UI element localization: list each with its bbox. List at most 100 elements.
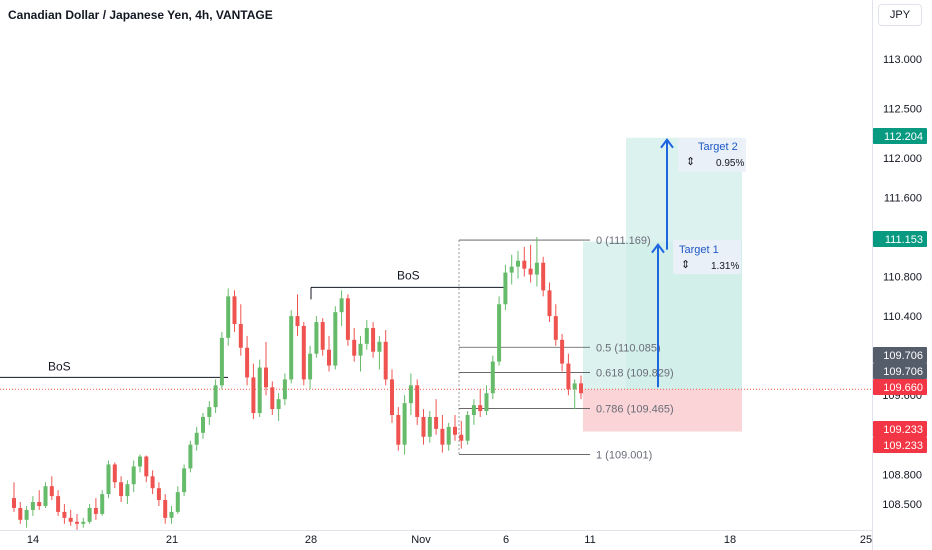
candle-body [289, 316, 294, 380]
candle-body [18, 507, 23, 520]
target-2-box: Target 2 ⇕ 0.95% [678, 138, 746, 172]
target-2-label: Target 2 [698, 141, 738, 153]
candle-body [314, 322, 319, 354]
price-tick-label: 108.800 [882, 469, 922, 481]
candle-body [408, 385, 413, 404]
target-2-percent: 0.95% [716, 158, 745, 169]
candle-body [364, 327, 369, 344]
position-zones [0, 137, 872, 432]
chart-title: Canadian Dollar / Japanese Yen, 4h, VANT… [8, 8, 273, 22]
break-of-structure-lines: BoS BoS [0, 268, 506, 378]
time-axis[interactable] [0, 530, 872, 550]
candle-body [232, 296, 237, 325]
price-axis-labels: 108.500108.800109.200109.600110.400110.8… [873, 54, 927, 511]
candle-body [169, 511, 174, 518]
price-badge [873, 347, 927, 363]
candle-body [264, 367, 268, 388]
time-tick-label: 21 [166, 534, 178, 546]
candle-body [566, 363, 571, 390]
candle-body [238, 324, 243, 348]
fib-level-label: 1 (109.001) [596, 449, 652, 461]
candle-body [150, 476, 155, 489]
candle-body [509, 266, 514, 273]
candle-body [119, 482, 124, 497]
candle-body [276, 399, 281, 410]
candle-body [553, 316, 558, 340]
candle-body [24, 509, 29, 520]
candle-body [125, 484, 130, 497]
candle-body [75, 521, 79, 524]
candle-body [87, 507, 92, 522]
candle-body [156, 488, 161, 501]
time-tick-label: 18 [724, 534, 736, 546]
candle-body [579, 383, 583, 394]
candle-body [459, 434, 464, 441]
price-badge [873, 379, 927, 395]
target-1-box: Target 1 ⇕ 1.31% [673, 240, 741, 274]
candle-body [560, 339, 565, 364]
time-tick-label: Nov [411, 534, 431, 546]
fib-level-label: 0 (111.169) [596, 235, 651, 247]
candle-body [333, 312, 338, 366]
candle-body [572, 383, 577, 390]
bos-label-2: BoS [397, 268, 420, 282]
candle-body [427, 416, 432, 437]
candle-body [295, 316, 300, 326]
candle-body [547, 290, 552, 317]
candle-body [49, 486, 54, 497]
candle-body [257, 367, 262, 414]
time-tick-label: 14 [27, 534, 39, 546]
candle-body [327, 349, 331, 366]
candle-body [106, 464, 111, 495]
price-tick-label: 112.000 [883, 153, 922, 165]
fib-level-label: 0.5 (110.085) [596, 342, 661, 354]
price-badge-label: 109.233 [883, 440, 923, 452]
price-tick-label: 108.500 [882, 499, 922, 511]
fib-level-label: 0.786 (109.465) [596, 404, 674, 416]
candle-body [182, 468, 187, 493]
candle-body [345, 298, 350, 340]
price-badge [873, 363, 927, 379]
candle-body [194, 432, 199, 445]
candle-body [163, 500, 168, 518]
candle-body [528, 268, 533, 275]
price-tick-label: 112.500 [883, 103, 922, 115]
candle-body [339, 298, 344, 313]
candle-body [245, 347, 250, 378]
price-badge [873, 231, 927, 247]
candle-body [390, 379, 394, 415]
candle-body [402, 403, 407, 445]
price-tick-label: 113.000 [883, 54, 922, 66]
price-badge [873, 128, 927, 144]
candle-body [201, 416, 205, 433]
target-2-arrow-head [660, 138, 674, 149]
price-tick-label: 110.800 [883, 272, 922, 284]
candle-body [471, 405, 476, 415]
candle-body [37, 502, 42, 506]
fib-level-label: 0.618 (109.829) [596, 368, 674, 380]
currency-button[interactable]: JPY [878, 4, 922, 26]
candle-body [396, 415, 401, 445]
price-badge [873, 437, 927, 453]
target-arrows [651, 138, 674, 388]
candle-body [138, 456, 142, 467]
candle-body [541, 262, 546, 291]
candle-body [219, 337, 224, 386]
candle-body [503, 272, 508, 305]
candle-body [352, 339, 357, 356]
candle-body [213, 385, 218, 408]
candle-body [377, 341, 382, 352]
candle-body [43, 486, 48, 506]
candle-body [522, 260, 527, 269]
candle-body [434, 416, 439, 429]
candle-body [421, 416, 426, 437]
bos-label-1: BoS [48, 359, 71, 373]
candle-body [453, 426, 457, 435]
time-tick-label: 11 [584, 534, 595, 546]
price-badge-label: 109.233 [883, 424, 923, 436]
candle-body [144, 456, 149, 477]
price-badge-label: 111.153 [885, 234, 923, 246]
price-axis[interactable] [872, 0, 932, 550]
candle-body [81, 521, 86, 524]
